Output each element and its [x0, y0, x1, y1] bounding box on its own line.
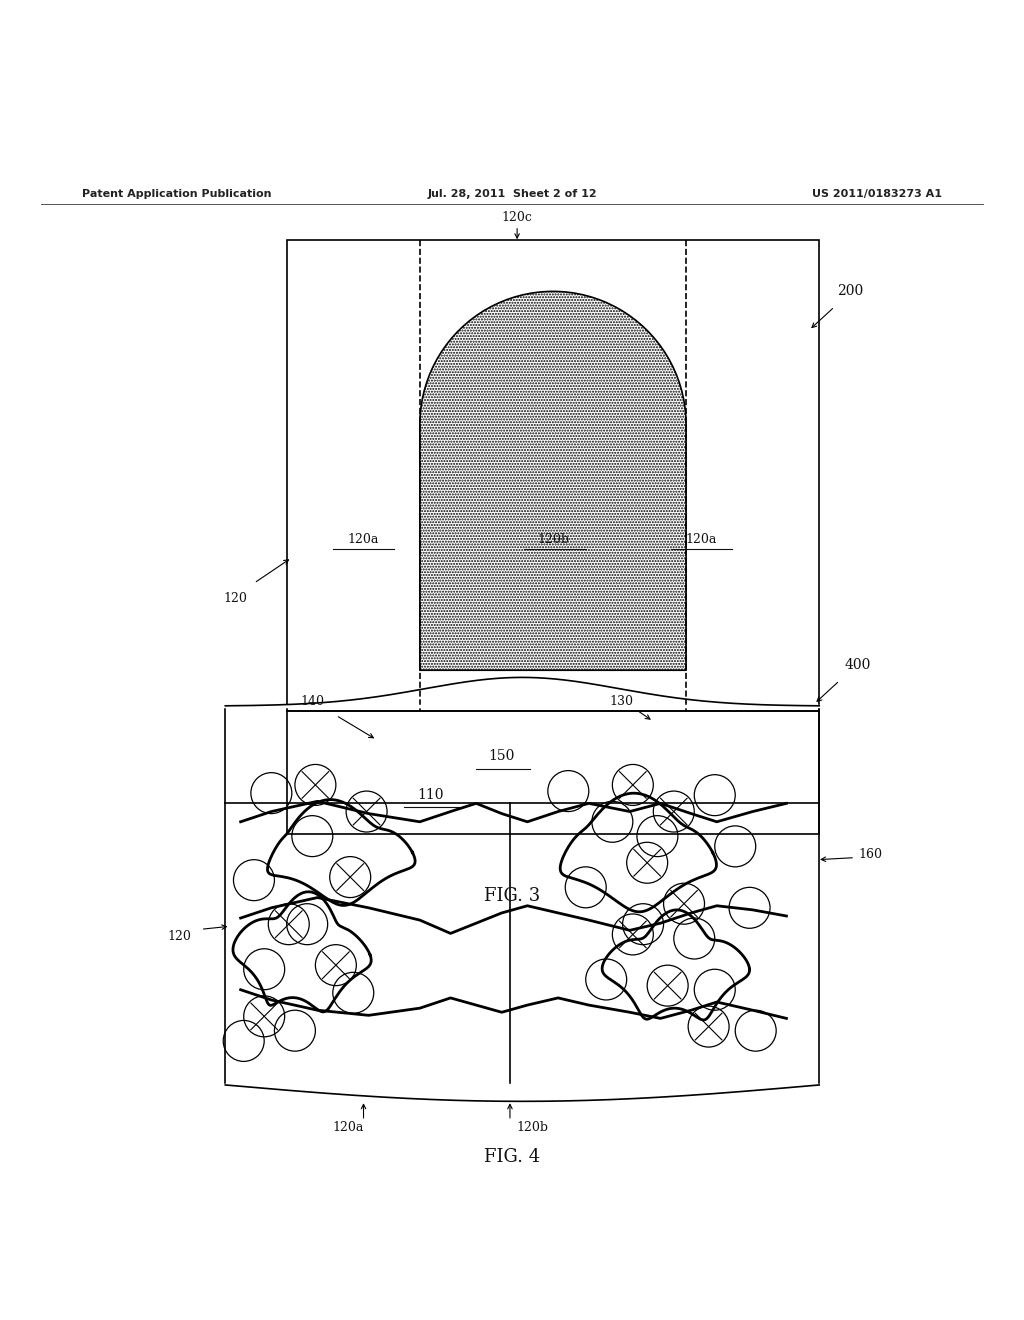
Text: FIG. 3: FIG. 3 [484, 887, 540, 904]
Text: 400: 400 [845, 659, 871, 672]
Text: Jul. 28, 2011  Sheet 2 of 12: Jul. 28, 2011 Sheet 2 of 12 [427, 189, 597, 199]
Text: Patent Application Publication: Patent Application Publication [82, 189, 271, 199]
Text: FIG. 4: FIG. 4 [484, 1147, 540, 1166]
Text: 120a: 120a [333, 1122, 364, 1134]
Text: 120c: 120c [502, 211, 532, 224]
Text: 120b: 120b [537, 533, 569, 545]
Text: US 2011/0183273 A1: US 2011/0183273 A1 [812, 189, 942, 199]
Text: 160: 160 [858, 847, 882, 861]
Text: 110: 110 [417, 788, 443, 803]
Text: 200: 200 [837, 284, 863, 298]
Text: 130: 130 [609, 696, 634, 709]
Text: 120: 120 [223, 593, 248, 605]
Text: 150: 150 [488, 750, 515, 763]
Text: 120a: 120a [348, 533, 379, 545]
Text: 120: 120 [167, 931, 191, 942]
Text: 120b: 120b [516, 1122, 549, 1134]
Polygon shape [420, 292, 686, 671]
Text: 140: 140 [300, 696, 325, 709]
Text: 120a: 120a [686, 533, 717, 545]
